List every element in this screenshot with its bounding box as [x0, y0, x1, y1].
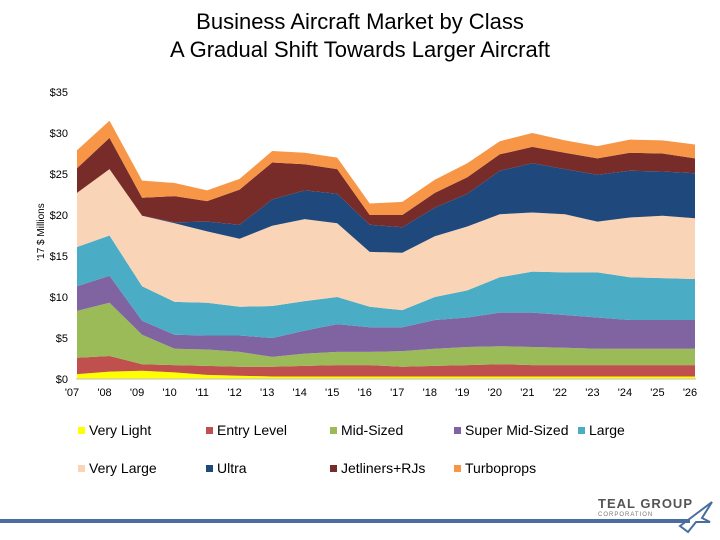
- logo-name: TEAL GROUP: [598, 496, 693, 511]
- y-tick-label: $10: [50, 292, 68, 304]
- x-tick-label: '17: [390, 387, 404, 399]
- y-tick-label: $25: [50, 169, 68, 181]
- legend-label: Large: [589, 422, 625, 438]
- legend-swatch: [330, 464, 337, 472]
- y-tick-label: $20: [50, 210, 68, 222]
- x-tick-label: '25: [650, 387, 664, 399]
- area-chart: $0 $5 $10 $15 $20 $25 $30 $35 '07 '08 '09 '10 '11 '1…: [36, 87, 697, 399]
- legend-swatch: [78, 464, 85, 472]
- area-jetliners-rjs: [77, 137, 695, 228]
- x-tick-label: '07: [65, 387, 79, 399]
- y-axis-ticks: $0 $5 $10 $15 $20 $25 $30 $35: [50, 87, 68, 386]
- legend-label: Mid-Sized: [341, 422, 404, 438]
- area-mid-sized: [77, 302, 695, 367]
- x-tick-label: '15: [325, 387, 339, 399]
- legend-swatch: [330, 426, 337, 434]
- y-tick-label: $30: [50, 128, 68, 140]
- x-tick-label: '13: [260, 387, 274, 399]
- x-tick-label: '21: [520, 387, 534, 399]
- legend-swatch: [578, 426, 585, 434]
- bird-logo-icon: [678, 501, 713, 534]
- legend-label: Very Large: [89, 460, 157, 476]
- area-ultra: [77, 163, 695, 253]
- area-entry-level: [77, 356, 695, 377]
- legend-label: Very Light: [89, 422, 152, 438]
- x-tick-label: '14: [293, 387, 307, 399]
- x-tick-label: '26: [683, 387, 697, 399]
- legend-item: Super Mid-Sized: [454, 422, 569, 438]
- x-tick-label: '16: [358, 387, 372, 399]
- y-tick-label: $35: [50, 87, 68, 99]
- legend-item: Turboprops: [454, 460, 536, 476]
- x-tick-label: '19: [455, 387, 469, 399]
- x-tick-label: '11: [195, 387, 209, 399]
- legend: Very Light Entry Level Mid-Sized Super Mid-…: [78, 420, 718, 490]
- legend-swatch: [454, 464, 461, 472]
- chart-title: Business Aircraft Market by Class: [196, 9, 524, 34]
- x-axis-ticks: '07 '08 '09 '10 '11 '12 '13 '14 '15 '16 '17 '18 '19 '…: [65, 387, 697, 399]
- y-tick-label: $5: [56, 333, 68, 345]
- legend-swatch: [206, 464, 213, 472]
- y-tick-label: $0: [56, 374, 68, 386]
- legend-label: Ultra: [217, 460, 247, 476]
- chart-subtitle: A Gradual Shift Towards Larger Aircraft: [170, 37, 550, 62]
- legend-label: Entry Level: [217, 422, 288, 438]
- x-tick-label: '22: [553, 387, 567, 399]
- legend-label: Super Mid-Sized: [465, 422, 569, 438]
- area-very-large: [77, 169, 695, 311]
- x-tick-label: '09: [130, 387, 144, 399]
- legend-label: Jetliners+RJs: [341, 460, 426, 476]
- y-tick-label: $15: [50, 251, 68, 263]
- legend-item: Entry Level: [206, 422, 287, 438]
- legend-swatch: [78, 426, 85, 434]
- x-tick-label: '18: [423, 387, 437, 399]
- legend-label: Turboprops: [465, 460, 537, 476]
- x-tick-label: '12: [227, 387, 241, 399]
- area-very-light: [77, 370, 695, 379]
- area-turboprops: [77, 120, 695, 215]
- legend-item: Jetliners+RJs: [330, 460, 425, 476]
- logo-subtitle: CORPORATION: [598, 512, 654, 518]
- plot-areas: [77, 120, 695, 379]
- x-tick-label: '23: [585, 387, 599, 399]
- area-large: [77, 235, 695, 338]
- x-tick-label: '20: [488, 387, 502, 399]
- legend-swatch: [454, 426, 461, 434]
- legend-swatch: [206, 426, 213, 434]
- y-axis-label: '17 $ Millions: [36, 203, 47, 261]
- area-super-mid-sized: [77, 275, 695, 357]
- legend-item: Very Light: [78, 422, 151, 438]
- teal-group-logo: TEAL GROUP CORPORATION: [598, 488, 718, 540]
- legend-item: Ultra: [206, 460, 247, 476]
- x-tick-label: '08: [97, 387, 111, 399]
- legend-item: Very Large: [78, 460, 157, 476]
- legend-item: Large: [578, 422, 625, 438]
- x-tick-label: '24: [618, 387, 632, 399]
- x-tick-label: '10: [162, 387, 176, 399]
- legend-item: Mid-Sized: [330, 422, 403, 438]
- footer-bar: [0, 519, 690, 523]
